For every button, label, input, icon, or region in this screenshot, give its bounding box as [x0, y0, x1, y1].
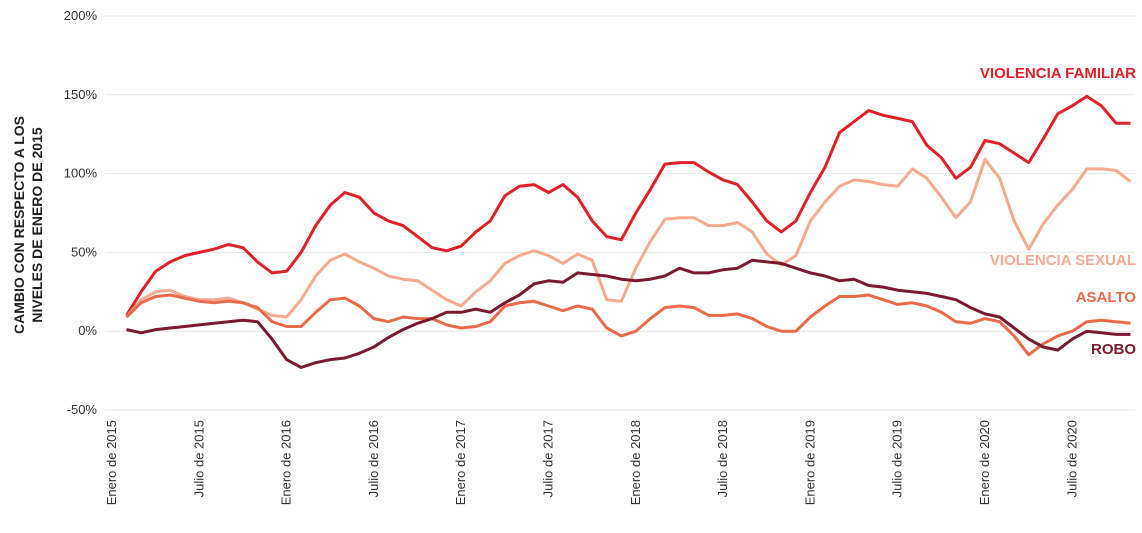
y-tick-label: 50%: [71, 244, 97, 259]
x-tick-label: Julio de 2017: [541, 420, 556, 497]
series-line: [125, 94, 1131, 317]
x-tick-label: Julio de 2018: [715, 420, 730, 497]
x-tick-label: Julio de 2019: [890, 420, 905, 497]
x-tick-label: Julio de 2016: [366, 420, 381, 497]
x-tick-label: Enero de 2016: [279, 420, 294, 505]
y-tick-label: -50%: [67, 402, 98, 417]
series-line: [125, 157, 1132, 319]
series-line: [125, 293, 1131, 357]
y-axis-label: CAMBIO CON RESPECTO A LOS: [11, 116, 27, 334]
x-tick-label: Julio de 2020: [1064, 420, 1079, 497]
series-label: VIOLENCIA SEXUAL: [990, 252, 1136, 269]
x-tick-label: Julio de 2015: [191, 420, 206, 497]
y-tick-label: 150%: [64, 87, 98, 102]
series-label: ROBO: [1091, 341, 1136, 358]
y-tick-label: 0%: [78, 323, 97, 338]
x-tick-label: Enero de 2018: [628, 420, 643, 505]
y-tick-label: 200%: [64, 8, 98, 23]
series-label: ASALTO: [1076, 289, 1137, 306]
x-tick-label: Enero de 2019: [802, 420, 817, 505]
y-tick-label: 100%: [64, 166, 98, 181]
x-tick-label: Enero de 2017: [453, 420, 468, 505]
y-axis-label: NIVELES DE ENERO DE 2015: [29, 127, 45, 323]
x-tick-label: Enero de 2015: [104, 420, 119, 505]
series-line: [126, 258, 1131, 369]
x-tick-label: Enero de 2020: [977, 420, 992, 505]
series-label: VIOLENCIA FAMILIAR: [980, 65, 1136, 82]
